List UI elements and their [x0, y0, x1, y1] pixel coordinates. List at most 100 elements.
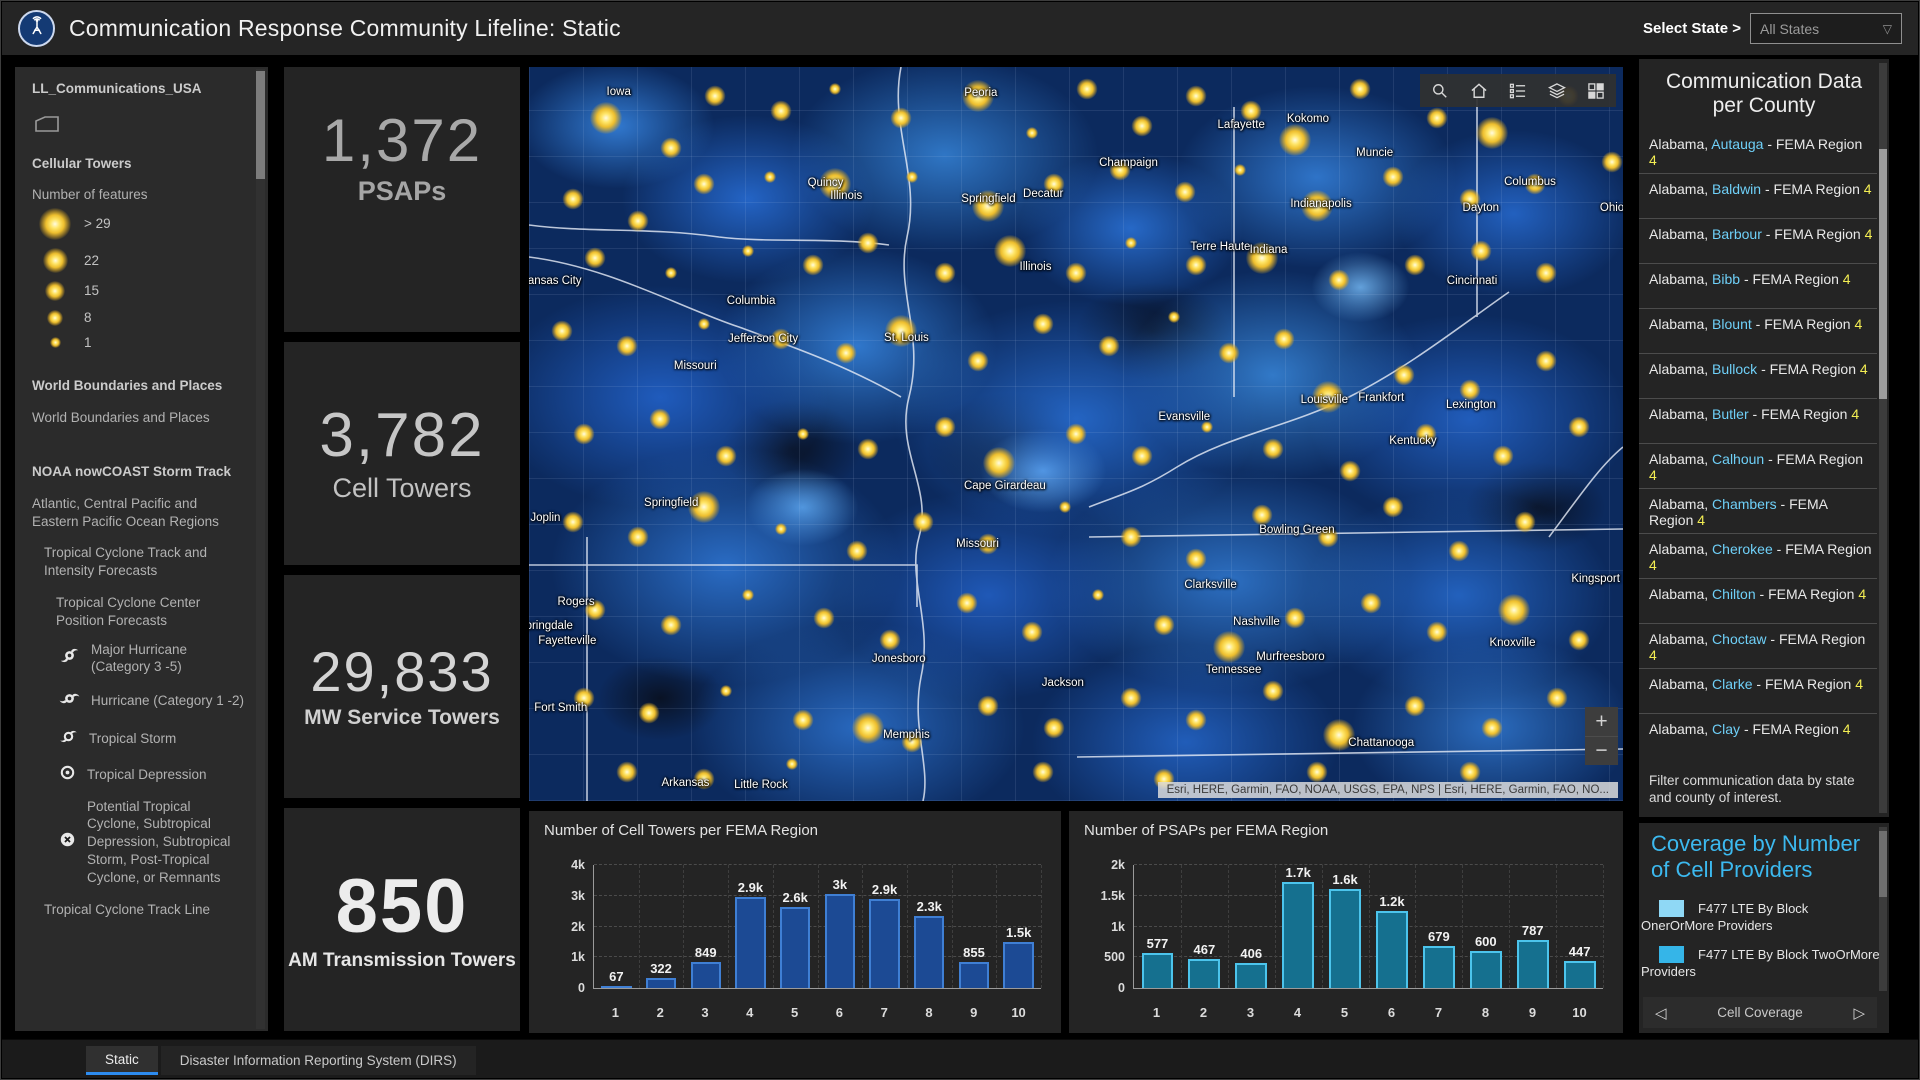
county-row[interactable]: Alabama, Blount - FEMA Region 4: [1639, 309, 1877, 354]
tab-static[interactable]: Static: [86, 1046, 158, 1075]
chevron-down-icon: ▽: [1882, 21, 1892, 36]
cell-tower-cluster-dot: [1339, 460, 1360, 482]
cell-tower-cluster-dot: [1317, 526, 1339, 548]
cell-tower-cluster-dot: [1065, 423, 1087, 445]
county-row[interactable]: Alabama, Cherokee - FEMA Region 4: [1639, 534, 1877, 579]
county-row[interactable]: Alabama, Chilton - FEMA Region 4: [1639, 579, 1877, 624]
map-canvas[interactable]: Iowa Peoria Lafayette Kokomo Muncie Champaign…: [529, 67, 1623, 801]
stat-card-2: 3,782 Cell Towers: [284, 342, 520, 565]
stat-value: 850: [335, 863, 469, 949]
legend-item-hurricane: Hurricane (Category 1 -2): [58, 687, 246, 715]
state-select[interactable]: All States ▽: [1750, 13, 1902, 44]
stat-card-4: 850 AM Transmission Towers: [284, 808, 520, 1031]
chart-bar[interactable]: [1563, 960, 1596, 988]
cell-tower-cluster-dot: [1131, 445, 1153, 467]
city-label: Indianapolis: [1290, 198, 1352, 211]
cell-tower-cluster-dot: [741, 589, 754, 602]
cell-tower-cluster-dot: [1568, 416, 1590, 438]
chart-bar[interactable]: [690, 961, 721, 988]
legend-icon[interactable]: [1508, 81, 1528, 101]
chart-bar[interactable]: [958, 961, 990, 988]
layers-icon[interactable]: [1547, 81, 1567, 101]
tab-disaster-information-reporting-system-dirs[interactable]: Disaster Information Reporting System (D…: [160, 1046, 476, 1075]
cell-tower-cluster-dot: [573, 423, 595, 445]
coverage-legend-item: F477 LTE By Block OnerOrMore Providers: [1641, 899, 1881, 935]
chart-bar[interactable]: [601, 985, 632, 988]
home-icon[interactable]: [1469, 81, 1489, 101]
county-row[interactable]: Alabama, Bullock - FEMA Region 4: [1639, 354, 1877, 399]
county-row[interactable]: Alabama, Bibb - FEMA Region 4: [1639, 264, 1877, 309]
pager-prev-button[interactable]: ◁: [1655, 1004, 1667, 1022]
chart-bar[interactable]: [869, 898, 900, 988]
cellular-towers-title: Cellular Towers: [32, 155, 132, 171]
chart-bar[interactable]: [1422, 946, 1455, 988]
cell-tower-cluster-dot: [1168, 310, 1181, 323]
chart-bar[interactable]: [1376, 910, 1408, 988]
state-select-value: All States: [1760, 20, 1820, 37]
legend-size-label: 1: [84, 334, 92, 350]
cell-tower-cluster-dot: [1448, 540, 1470, 562]
chart-x-axis: 1 2 3 4 5 6 7 8 9 10: [611, 1005, 1026, 1020]
cell-tower-dot-icon: [32, 337, 78, 349]
cell-tower-cluster-dot: [1284, 607, 1306, 628]
coverage-swatch-icon: [1659, 899, 1684, 917]
cell-tower-cluster-dot: [1300, 190, 1333, 223]
county-row[interactable]: Alabama, Chambers - FEMA Region 4: [1639, 489, 1877, 534]
cell-tower-cluster-dot: [627, 526, 649, 548]
cell-tower-cluster-dot: [562, 188, 584, 210]
cell-tower-cluster-dot: [573, 687, 595, 709]
legend-item-label: Major Hurricane (Category 3 -5): [91, 641, 188, 675]
county-row[interactable]: Alabama, Autauga - FEMA Region 4: [1639, 129, 1877, 174]
county-scrollbar[interactable]: [1879, 63, 1887, 813]
city-label: Illinois: [830, 190, 863, 203]
cell-tower-cluster-dot: [770, 328, 792, 350]
county-row[interactable]: Alabama, Choctaw - FEMA Region 4: [1639, 624, 1877, 669]
chart-bar[interactable]: [1516, 939, 1549, 988]
city-label: Terre Haute: [1190, 240, 1251, 253]
pager-next-button[interactable]: ▷: [1853, 1004, 1865, 1022]
chart-bar[interactable]: [914, 915, 945, 988]
legend-item-potential-cyclone: Potential Tropical Cyclone, Subtropical …: [58, 798, 246, 887]
chart-bar[interactable]: [645, 978, 677, 988]
city-label: Cape Girardeau: [963, 480, 1046, 493]
chart-bar[interactable]: [1469, 951, 1502, 988]
county-row[interactable]: Alabama, Clarke - FEMA Region 4: [1639, 669, 1877, 714]
county-scrollbar-thumb[interactable]: [1879, 149, 1887, 399]
coverage-panel-title: Coverage by Number of Cell Providers: [1651, 831, 1861, 883]
legend-scrollbar-thumb[interactable]: [256, 71, 265, 179]
city-label: Lexington: [1445, 398, 1496, 411]
tropical-storm-icon: [58, 726, 79, 752]
coverage-scrollbar[interactable]: [1879, 827, 1887, 991]
noaa-storm-track-title: NOAA nowCOAST Storm Track: [32, 463, 232, 479]
coverage-scrollbar-thumb[interactable]: [1879, 831, 1887, 897]
noaa-regions-label: Atlantic, Central Pacific and Eastern Pa…: [32, 495, 219, 529]
chart-bar[interactable]: [1329, 889, 1362, 988]
county-row[interactable]: Alabama, Barbour - FEMA Region 4: [1639, 219, 1877, 264]
chart-bar[interactable]: [1282, 882, 1315, 988]
chart-bar[interactable]: [1141, 952, 1174, 988]
county-row[interactable]: Alabama, Calhoun - FEMA Region 4: [1639, 444, 1877, 489]
cell-tower-cluster-dot: [1021, 621, 1043, 643]
cell-tower-cluster-dot: [1032, 761, 1054, 783]
cell-tower-cluster-dot: [1459, 761, 1481, 783]
county-list: Alabama, Autauga - FEMA Region 4 Alabama,…: [1639, 129, 1877, 753]
chart-bar[interactable]: [1188, 959, 1221, 988]
zoom-in-button[interactable]: +: [1595, 709, 1608, 733]
basemap-icon[interactable]: [1586, 81, 1606, 101]
county-row[interactable]: Alabama, Clay - FEMA Region 4: [1639, 714, 1877, 753]
county-row[interactable]: Alabama, Baldwin - FEMA Region 4: [1639, 174, 1877, 219]
zoom-out-button[interactable]: −: [1585, 736, 1618, 765]
cell-tower-cluster-dot: [901, 731, 923, 753]
bottom-tab-bar: Static Disaster Information Reporting Sys…: [2, 1039, 1918, 1078]
chart-bar[interactable]: [824, 894, 856, 988]
chart-bar[interactable]: [779, 906, 811, 988]
cell-tower-cluster-dot: [1328, 269, 1350, 291]
chart-bar[interactable]: [735, 897, 766, 988]
county-row[interactable]: Alabama, Butler - FEMA Region 4: [1639, 399, 1877, 444]
chart-bar[interactable]: [1235, 963, 1268, 988]
cell-tower-cluster-dot: [660, 137, 682, 159]
city-label: Fort Smith: [534, 701, 588, 714]
chart-bar[interactable]: [1003, 941, 1034, 988]
search-icon[interactable]: [1430, 81, 1450, 101]
legend-scrollbar[interactable]: [256, 69, 265, 1029]
